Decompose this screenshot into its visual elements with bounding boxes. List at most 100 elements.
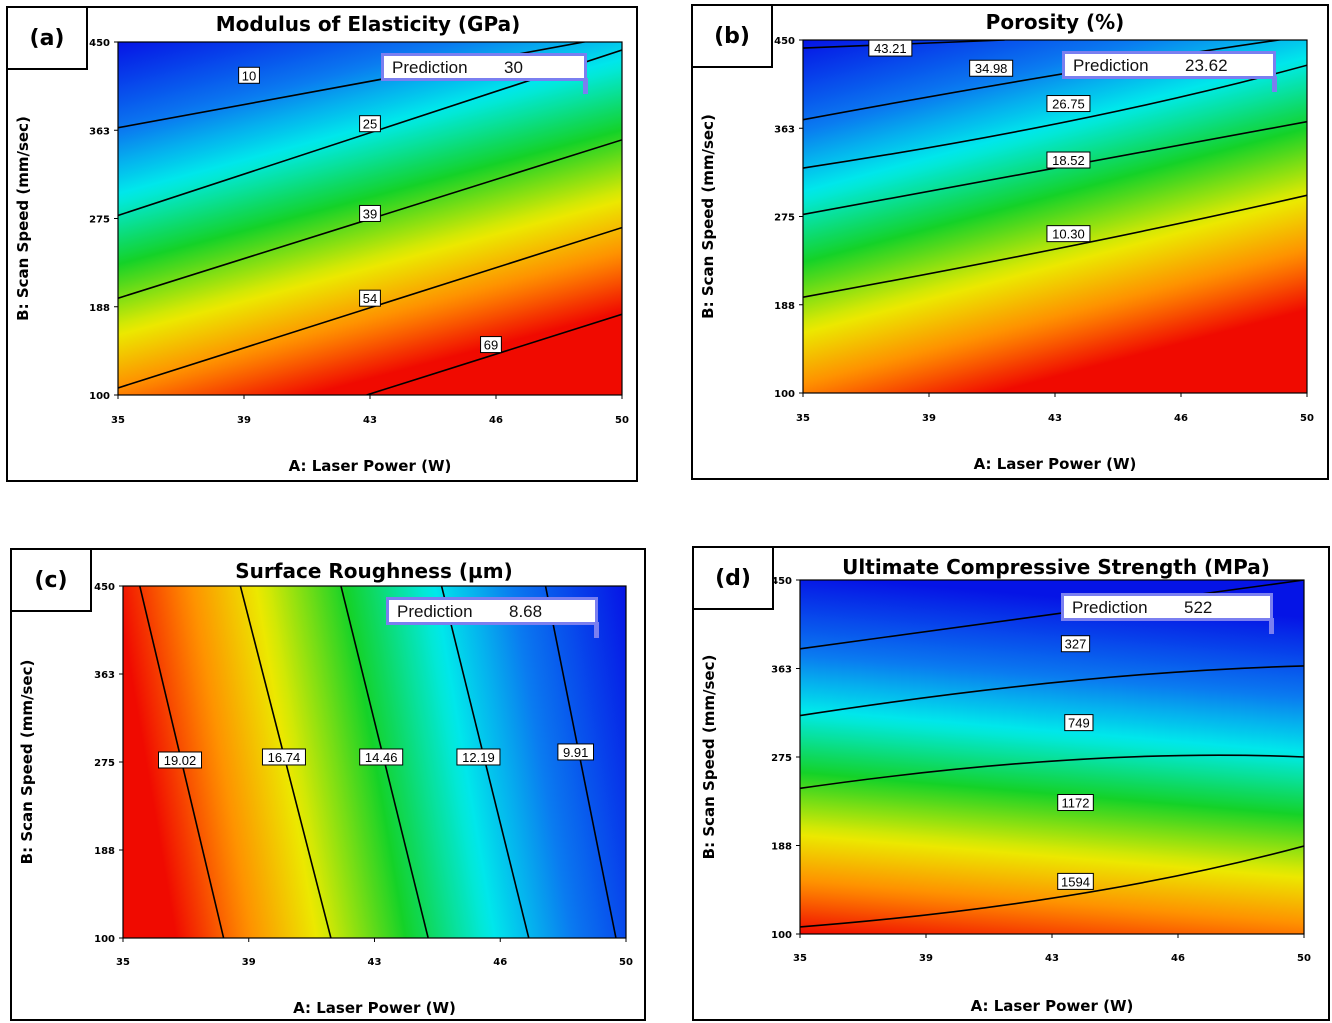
contour-label-text: 14.46 (365, 750, 398, 765)
contour-line (118, 226, 622, 389)
panel-tag: (a) (8, 8, 88, 70)
x-tick-label: 50 (1300, 413, 1314, 424)
contour-label-text: 1594 (1061, 874, 1090, 889)
contour-label: 14.46 (359, 748, 404, 766)
chart-svg: 327 749 1172 1594 35 39 43 46 50 100 188 275 363 450 U… (700, 555, 1311, 1015)
y-tick-label: 450 (94, 582, 115, 593)
contour-label: 1594 (1057, 872, 1094, 890)
chart-panel-a: (a) 10 25 39 54 69 35 39 43 46 50 100 188 275 363 450 M… (6, 6, 638, 482)
contour-label-text: 18.52 (1052, 153, 1085, 168)
chart-svg: 43.21 34.98 26.75 18.52 10.30 35 39 43 46 50 100 18… (699, 10, 1314, 473)
x-tick-label: 39 (242, 957, 256, 968)
contour-line (800, 665, 1304, 717)
y-tick-label: 100 (89, 391, 110, 402)
contour-label-text: 9.91 (563, 745, 588, 760)
chart-svg: 19.02 16.74 14.46 12.19 9.91 35 39 43 46 50 100 188… (18, 559, 633, 1017)
heatmap-surface (800, 580, 1304, 934)
contour-label: 54 (359, 289, 381, 307)
prediction-value: 8.68 (509, 602, 542, 621)
contour-label: 749 (1064, 714, 1094, 732)
contour-label: 26.75 (1046, 95, 1091, 113)
x-tick-label: 43 (1048, 413, 1062, 424)
prediction-label: Prediction (397, 602, 473, 621)
y-tick-label: 363 (771, 665, 792, 676)
panel-tag: (b) (693, 6, 773, 68)
x-tick-label: 39 (922, 413, 936, 424)
contour-label-text: 69 (484, 338, 498, 353)
y-tick-label: 275 (94, 758, 115, 769)
contour-label-text: 749 (1068, 716, 1090, 731)
y-tick-label: 100 (771, 930, 792, 941)
contour-label: 69 (480, 336, 502, 354)
x-tick-label: 35 (796, 413, 810, 424)
x-tick-label: 46 (1174, 413, 1188, 424)
contour-label-text: 25 (363, 117, 377, 132)
chart-title: Surface Roughness (µm) (235, 559, 512, 583)
prediction-label: Prediction (392, 58, 468, 77)
prediction-flag: Prediction 522 (1061, 593, 1274, 634)
contour-label-text: 16.74 (268, 750, 301, 765)
x-tick-label: 35 (116, 957, 130, 968)
contour-line (803, 64, 1307, 169)
panel-tag: (d) (694, 548, 774, 610)
prediction-flag: Prediction 23.62 (1062, 51, 1277, 92)
chart-panel-c: (c) 19.02 16.74 14.46 12.19 9.91 35 39 43 46 50 10… (10, 548, 646, 1021)
x-tick-label: 46 (493, 957, 507, 968)
panel-tag: (c) (12, 550, 92, 612)
x-tick-label: 35 (793, 953, 807, 964)
y-axis-title: B: Scan Speed (mm/sec) (700, 655, 718, 860)
x-tick-label: 39 (919, 953, 933, 964)
chart-title: Ultimate Compressive Strength (MPa) (842, 555, 1270, 579)
contour-line (800, 845, 1304, 928)
x-tick-label: 35 (111, 415, 125, 426)
x-axis-title: A: Laser Power (W) (971, 997, 1134, 1015)
contour-label: 34.98 (969, 59, 1014, 77)
prediction-value: 23.62 (1185, 56, 1228, 75)
y-tick-label: 363 (89, 126, 110, 137)
contour-label: 10 (238, 66, 260, 84)
y-tick-label: 363 (94, 670, 115, 681)
chart-panel-d: (d) 327 749 1172 1594 35 39 43 46 50 100 188 275 363… (692, 546, 1330, 1021)
x-tick-label: 43 (368, 957, 382, 968)
prediction-label: Prediction (1073, 56, 1149, 75)
x-tick-label: 46 (489, 415, 503, 426)
y-axis-title: B: Scan Speed (mm/sec) (14, 116, 32, 321)
contour-label-text: 54 (363, 291, 377, 306)
chart-panel-b: (b) 43.21 34.98 26.75 18.52 10.30 35 39 43 46 50 1… (691, 4, 1329, 480)
contour-label-text: 10 (242, 68, 256, 83)
contour-label: 9.91 (557, 743, 595, 761)
x-tick-label: 39 (237, 415, 251, 426)
contour-label: 10.30 (1046, 225, 1091, 243)
contour-label-text: 10.30 (1052, 227, 1085, 242)
x-axis-title: A: Laser Power (W) (289, 457, 452, 475)
contour-label-text: 43.21 (874, 41, 907, 56)
y-tick-label: 188 (94, 846, 115, 857)
y-axis-title: B: Scan Speed (mm/sec) (699, 114, 717, 319)
contour-line (118, 42, 589, 129)
chart-svg: 10 25 39 54 69 35 39 43 46 50 100 188 275 363 450 Modul… (14, 12, 629, 475)
contour-label-text: 34.98 (975, 61, 1008, 76)
contour-label: 12.19 (456, 748, 501, 766)
prediction-flag: Prediction 8.68 (386, 597, 599, 638)
y-tick-label: 275 (89, 215, 110, 226)
contour-label: 43.21 (868, 39, 913, 57)
contour-label-text: 39 (363, 206, 377, 221)
y-tick-label: 188 (89, 303, 110, 314)
y-tick-label: 275 (774, 213, 795, 224)
x-tick-label: 50 (1297, 953, 1311, 964)
y-tick-label: 188 (774, 301, 795, 312)
contour-label: 16.74 (261, 748, 306, 766)
x-tick-label: 50 (615, 415, 629, 426)
x-tick-label: 46 (1171, 953, 1185, 964)
prediction-value: 30 (504, 58, 523, 77)
heatmap-surface (803, 40, 1307, 393)
y-axis-title: B: Scan Speed (mm/sec) (18, 660, 36, 865)
y-tick-label: 188 (771, 842, 792, 853)
y-tick-label: 450 (771, 576, 792, 587)
y-tick-label: 275 (771, 753, 792, 764)
x-tick-label: 43 (363, 415, 377, 426)
contour-label: 1172 (1057, 794, 1094, 812)
x-tick-label: 43 (1045, 953, 1059, 964)
contour-label: 19.02 (158, 751, 203, 769)
contour-label-text: 12.19 (462, 750, 495, 765)
